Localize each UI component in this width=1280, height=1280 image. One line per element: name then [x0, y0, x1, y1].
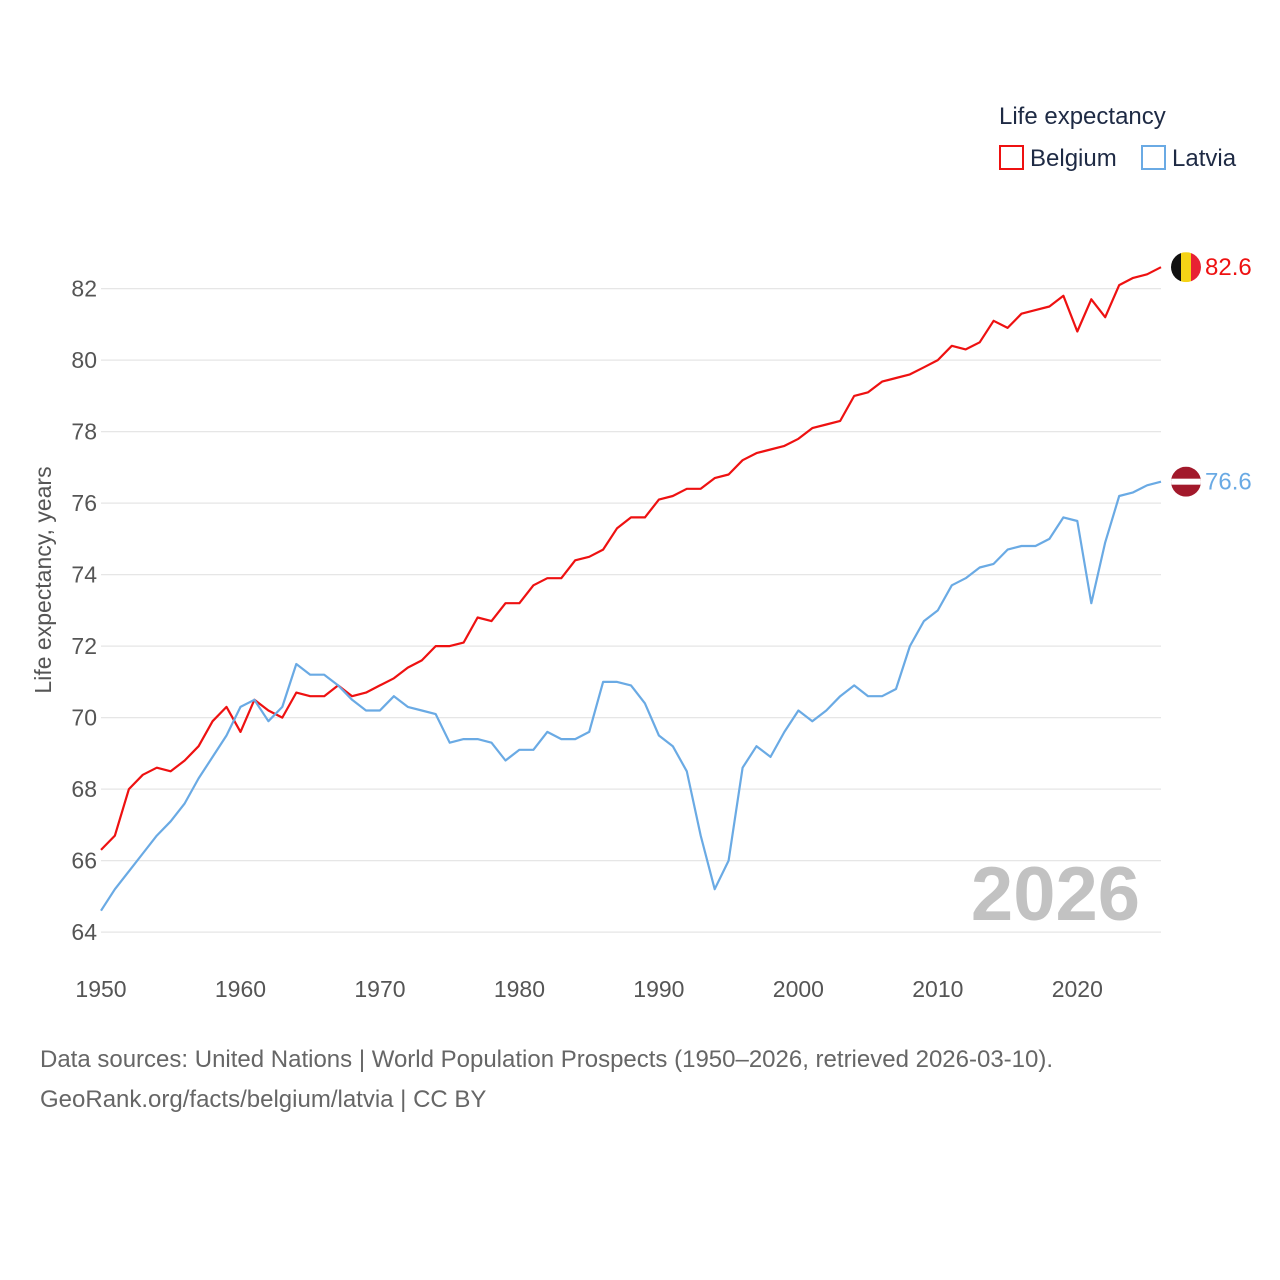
series-line-belgium[interactable] [100, 266, 1162, 851]
y-tick-label: 66 [71, 848, 97, 874]
x-tick-label: 2000 [773, 976, 824, 1002]
end-value-label-latvia: 76.6 [1205, 469, 1252, 496]
y-tick-label: 72 [71, 633, 97, 659]
legend-label-latvia: Latvia [1172, 145, 1237, 172]
y-tick-label: 80 [71, 347, 97, 373]
legend-swatch-belgium [999, 145, 1024, 170]
y-tick-label: 76 [71, 490, 97, 516]
x-tick-label: 2010 [912, 976, 963, 1002]
end-marker-latvia: 76.6 [1171, 466, 1252, 497]
x-axis-ticks: 1950 1960 1970 1980 1990 2000 2010 2020 [75, 976, 1102, 1002]
legend-title: Life expectancy [999, 103, 1166, 130]
series-line-latvia[interactable] [100, 480, 1162, 912]
x-tick-label: 1950 [75, 976, 126, 1002]
legend-swatch-latvia [1141, 145, 1166, 170]
x-tick-label: 1960 [215, 976, 266, 1002]
end-marker-belgium: 82.6 [1171, 252, 1252, 283]
y-axis-title: Life expectancy, years [30, 466, 56, 693]
current-year-watermark: 2026 [971, 852, 1140, 937]
credit-link[interactable]: GeoRank.org/facts/belgium/latvia | CC BY [40, 1086, 487, 1113]
belgium-flag-icon [1171, 252, 1201, 283]
grid-lines [101, 288, 1161, 933]
y-tick-label: 82 [71, 276, 97, 302]
footer: Data sources: United Nations | World Pop… [40, 1040, 1240, 1120]
legend-item-latvia[interactable]: Latvia [1141, 145, 1237, 172]
series-lines [100, 266, 1162, 912]
series-end-markers: 82.6 76.6 [1171, 252, 1252, 497]
x-tick-label: 1980 [494, 976, 545, 1002]
y-tick-label: 64 [71, 919, 97, 945]
y-axis-ticks: 64 66 68 70 72 74 76 78 80 82 [71, 276, 97, 946]
data-source-note: Data sources: United Nations | World Pop… [40, 1046, 1054, 1073]
x-tick-label: 2020 [1052, 976, 1103, 1002]
y-tick-label: 74 [71, 562, 97, 588]
legend-label-belgium: Belgium [1030, 145, 1117, 172]
latvia-flag-icon [1171, 466, 1201, 497]
x-tick-label: 1970 [354, 976, 405, 1002]
end-value-label-belgium: 82.6 [1205, 254, 1252, 281]
y-tick-label: 78 [71, 419, 97, 445]
legend: Life expectancy Belgium Latvia [999, 103, 1237, 172]
y-tick-label: 70 [71, 705, 97, 731]
x-tick-label: 1990 [633, 976, 684, 1002]
legend-item-belgium[interactable]: Belgium [999, 145, 1117, 172]
y-tick-label: 68 [71, 776, 97, 802]
